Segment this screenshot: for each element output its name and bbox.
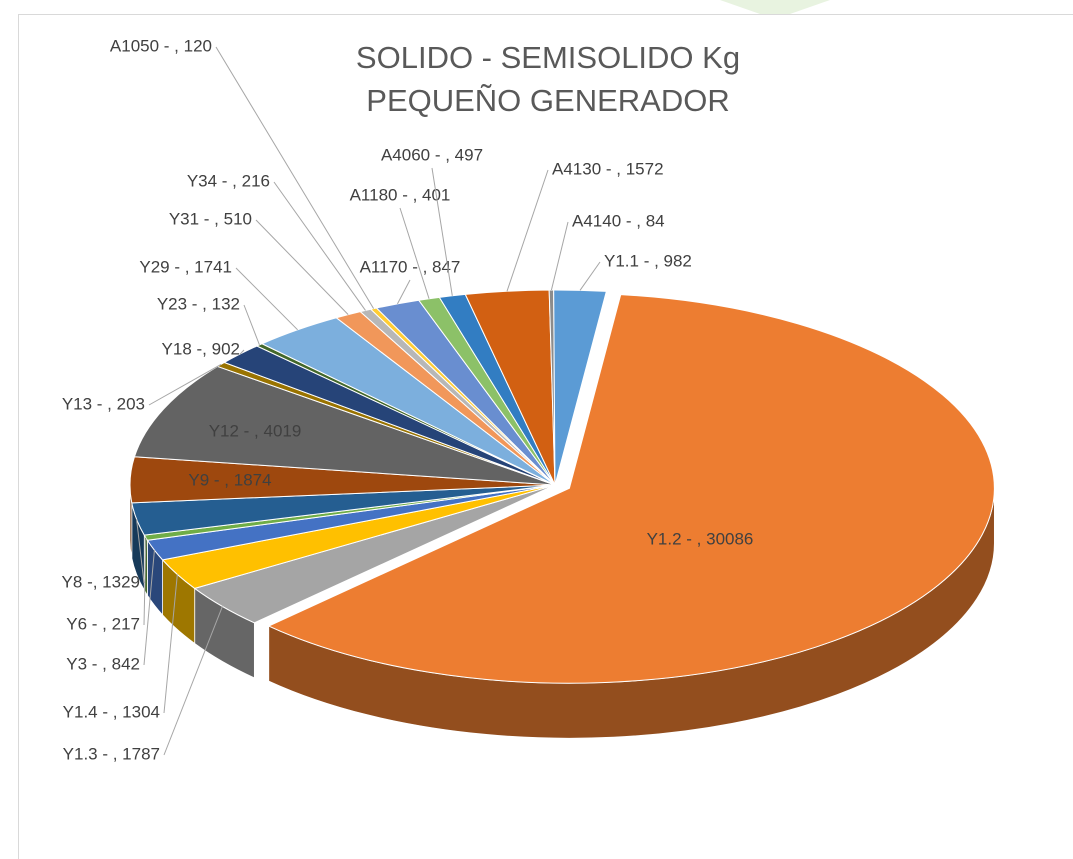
- slice-tops: [129, 289, 995, 684]
- leader-line: [243, 304, 260, 346]
- leader-line: [143, 537, 147, 626]
- data-label: Y3 - , 842: [66, 654, 140, 673]
- data-label: Y29 - , 1741: [139, 257, 232, 276]
- data-label: Y34 - , 216: [187, 171, 270, 190]
- data-labels: A1050 - , 120 A1170 - , 847 A1180 - , 401 A…: [62, 36, 754, 763]
- data-label: A4130 - , 1572: [552, 159, 664, 178]
- chart-subtitle: PEQUEÑO GENERADOR: [366, 83, 729, 118]
- leader-line: [163, 574, 178, 714]
- chart-title: SOLIDO - SEMISOLIDO Kg: [356, 40, 740, 75]
- data-label: A1170 - , 847: [360, 257, 461, 276]
- slice: [133, 365, 556, 486]
- data-label: Y1.1 - , 982: [604, 251, 692, 270]
- leader-line: [163, 606, 223, 756]
- data-label: Y18 -, 902: [162, 339, 240, 358]
- leader-line: [431, 167, 453, 296]
- leader-line: [506, 169, 549, 292]
- data-label: Y1.3 - , 1787: [63, 744, 160, 763]
- data-label: Y23 - , 132: [157, 294, 240, 313]
- leader-line: [579, 261, 601, 291]
- data-label: A4060 - , 497: [381, 145, 483, 164]
- data-label: Y9 - , 1874: [188, 470, 271, 489]
- leader-line: [143, 550, 155, 666]
- data-label: Y1.4 - , 1304: [63, 702, 160, 721]
- leader-line: [239, 349, 245, 355]
- leader-line: [273, 181, 366, 311]
- leader-line: [235, 267, 298, 331]
- leader-line: [148, 364, 222, 406]
- leader-line: [550, 221, 569, 291]
- data-label: A4140 - , 84: [572, 211, 665, 230]
- slice: [553, 289, 607, 486]
- leader-line: [215, 46, 375, 309]
- leader-line: [399, 207, 430, 299]
- leader-line: [396, 279, 411, 305]
- background-shape: [720, 0, 830, 14]
- data-label: Y1.2 - , 30086: [647, 529, 754, 548]
- data-label: Y31 - , 510: [169, 209, 252, 228]
- data-label: Y12 - , 4019: [209, 421, 302, 440]
- data-label: A1050 - , 120: [110, 36, 212, 55]
- leader-line: [255, 219, 349, 315]
- data-label: Y6 - , 217: [66, 614, 140, 633]
- slice: [267, 294, 995, 684]
- data-label: A1180 - , 401: [350, 185, 451, 204]
- data-label: Y8 -, 1329: [62, 572, 140, 591]
- leader-line: [136, 519, 145, 584]
- data-label: Y13 - , 203: [62, 394, 145, 413]
- chart-border: [18, 14, 1073, 859]
